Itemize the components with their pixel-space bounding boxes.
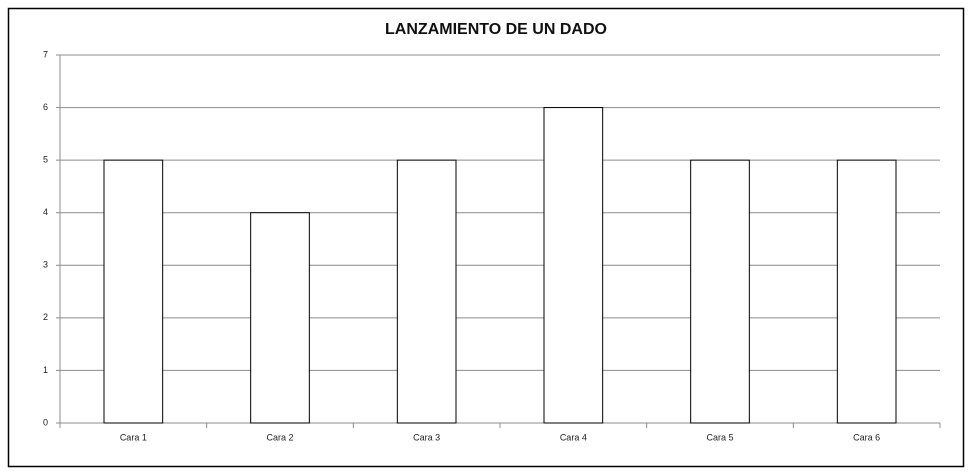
y-tick-label: 0 xyxy=(43,417,48,427)
bar xyxy=(103,159,164,424)
y-tick-label: 3 xyxy=(43,260,48,270)
bar xyxy=(836,159,897,424)
bar xyxy=(250,212,310,424)
bar xyxy=(690,159,750,424)
x-tick-label: Cara 2 xyxy=(266,432,293,442)
y-tick-label: 4 xyxy=(43,207,48,217)
x-tick-label: Cara 3 xyxy=(413,432,440,442)
y-tick-label: 2 xyxy=(43,312,48,322)
y-tick-label: 5 xyxy=(43,155,48,165)
bar xyxy=(396,159,457,424)
x-tick-label: Cara 6 xyxy=(853,432,880,442)
chart-frame xyxy=(7,7,965,468)
y-tick-label: 1 xyxy=(43,365,48,375)
x-tick-label: Cara 5 xyxy=(706,432,733,442)
y-tick-label: 6 xyxy=(43,102,48,112)
y-tick-label: 7 xyxy=(43,49,48,59)
x-tick-label: Cara 1 xyxy=(120,432,147,442)
bar xyxy=(543,107,604,424)
x-tick-label: Cara 4 xyxy=(560,432,587,442)
chart-title: LANZAMIENTO DE UN DADO xyxy=(385,21,607,38)
